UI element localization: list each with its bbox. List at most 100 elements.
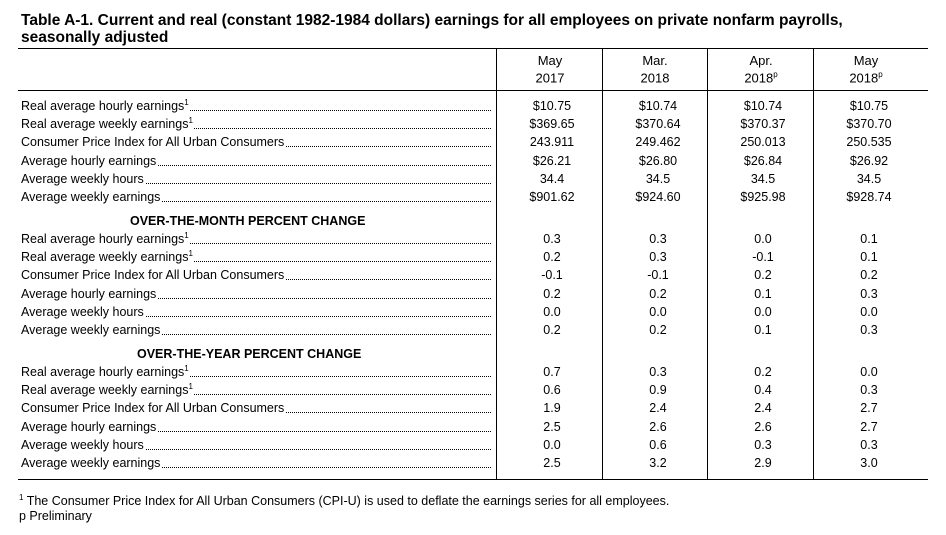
row-label-text: Average weekly earnings: [21, 190, 162, 204]
bottom-rule: [18, 479, 928, 480]
table-cell: $370.70: [846, 117, 892, 132]
table-row: Consumer Price Index for All Urban Consu…: [0, 133, 946, 151]
section-heading-month: OVER-THE-MONTH PERCENT CHANGE: [130, 214, 366, 228]
table-cell: 0.2: [543, 250, 561, 265]
row-label-text: Real average hourly earnings1: [21, 98, 190, 113]
row-label-value: Average weekly hours: [21, 304, 144, 319]
table-cell: $901.62: [529, 190, 575, 204]
table-cell: 34.5: [645, 171, 671, 186]
table-cell: 0.3: [543, 232, 561, 246]
table-row: Real average weekly earnings1 0.2 0.3 -0.1 0…: [0, 248, 946, 266]
table-cell: 0.2: [754, 268, 772, 283]
table-cell: 250.013: [740, 135, 786, 150]
row-label-text: Average weekly hours: [21, 171, 145, 186]
table-cell: 2.4: [754, 401, 772, 416]
table-cell: 2.5: [543, 419, 561, 434]
table-row: Real average hourly earnings1 $10.75 $10.7…: [0, 97, 946, 115]
table-cell: 0.3: [860, 286, 878, 301]
leader-dots: [21, 201, 491, 202]
leader-dots: [21, 430, 491, 432]
table-row: Average weekly earnings $901.62 $924.60 $92…: [0, 188, 946, 206]
leader-dots: [21, 448, 491, 450]
row-label-text: Average weekly earnings: [21, 456, 162, 470]
row-label-text: Real average hourly earnings1: [21, 230, 190, 246]
row-label-text: Real average hourly earnings1: [21, 364, 190, 379]
row-label-text: Average weekly hours: [21, 304, 145, 319]
footnote-ref: 1: [188, 382, 193, 392]
column-header-month: May: [853, 53, 879, 68]
table-cell: 0.7: [543, 365, 561, 379]
row-label: Consumer Price Index for All Urban Consu…: [21, 133, 491, 151]
table-cell: 2.6: [649, 419, 667, 434]
row-label-value: Consumer Price Index for All Urban Consu…: [21, 401, 285, 416]
table-cell: 0.4: [754, 383, 772, 398]
table-cell: 0.3: [860, 383, 878, 398]
table-cell: 34.5: [856, 171, 882, 186]
table-row: Real average weekly earnings1 0.6 0.9 0.4 0.…: [0, 381, 946, 399]
table-cell: $925.98: [740, 190, 786, 204]
table-cell: $928.74: [846, 190, 892, 204]
table-cell: 0.0: [543, 437, 561, 452]
table-row: Average hourly earnings $26.21 $26.80 $26.8…: [0, 152, 946, 170]
table-cell: 0.6: [649, 437, 667, 452]
leader-dots: [21, 315, 491, 317]
leader-dots: [21, 467, 491, 468]
footnote-1: 1 The Consumer Price Index for All Urban…: [19, 490, 669, 509]
column-header-month: May: [537, 53, 563, 68]
table-cell: 0.2: [860, 268, 878, 283]
row-label-text: Average weekly hours: [21, 437, 145, 452]
column-header-year: 2018p: [744, 70, 778, 86]
table-cell: 0.2: [754, 365, 772, 379]
row-label-value: Average weekly earnings: [21, 456, 161, 470]
column-divider: [813, 48, 814, 479]
row-label: Consumer Price Index for All Urban Consu…: [21, 399, 491, 417]
table-cell: $10.74: [743, 99, 783, 113]
column-divider: [602, 48, 603, 479]
table-row: Average weekly hours 0.0 0.0 0.0 0.0: [0, 303, 946, 321]
row-label: Average weekly hours: [21, 170, 491, 188]
row-label: Average weekly earnings: [21, 454, 491, 472]
row-label: Real average weekly earnings1: [21, 115, 491, 133]
column-header-may-2018: May 2018p: [826, 54, 906, 85]
table-cell: 1.9: [543, 401, 561, 416]
column-divider: [496, 48, 497, 479]
table-cell: 0.6: [543, 383, 561, 398]
table-row: Average weekly earnings 2.5 3.2 2.9 3.0: [0, 454, 946, 472]
table-row: Consumer Price Index for All Urban Consu…: [0, 399, 946, 417]
table-cell: 0.0: [754, 304, 772, 319]
table-cell: 0.1: [860, 232, 878, 246]
row-label-text: Average hourly earnings: [21, 419, 158, 434]
leader-dots: [21, 297, 491, 299]
row-label-text: Real average weekly earnings1: [21, 116, 194, 132]
row-label: Real average hourly earnings1: [21, 363, 491, 381]
top-rule: [18, 48, 928, 49]
table-row: Real average hourly earnings1 0.3 0.3 0.0 0.…: [0, 230, 946, 248]
column-header-year: 2018: [640, 70, 670, 86]
table-cell: 34.4: [539, 171, 565, 186]
table-cell: 3.2: [649, 456, 667, 470]
row-label: Real average weekly earnings1: [21, 248, 491, 266]
footnote-ref: 1: [184, 230, 189, 240]
table-cell: $369.65: [529, 117, 575, 132]
table-cell: -0.1: [647, 268, 669, 283]
table-cell: 0.3: [649, 365, 667, 379]
header-rule: [18, 90, 928, 91]
row-label-value: Real average weekly earnings: [21, 117, 189, 132]
table-row: Average weekly earnings 0.2 0.2 0.1 0.3: [0, 321, 946, 339]
row-label: Average weekly earnings: [21, 188, 491, 206]
table-cell: $370.37: [740, 117, 786, 132]
row-label: Real average hourly earnings1: [21, 230, 491, 248]
table-cell: $10.74: [638, 99, 678, 113]
table-cell: 0.3: [649, 232, 667, 246]
table-row: Average weekly hours 0.0 0.6 0.3 0.3: [0, 436, 946, 454]
row-label: Average weekly hours: [21, 436, 491, 454]
row-label: Average hourly earnings: [21, 418, 491, 436]
row-label-value: Average weekly hours: [21, 437, 144, 452]
table-row: Real average hourly earnings1 0.7 0.3 0.2 0.…: [0, 363, 946, 381]
leader-dots: [21, 182, 491, 184]
row-label-value: Average hourly earnings: [21, 153, 157, 168]
footnote-ref: 1: [188, 116, 193, 126]
table-cell: 0.3: [860, 323, 878, 337]
table-cell: 2.7: [860, 401, 878, 416]
row-label: Real average hourly earnings1: [21, 97, 491, 115]
